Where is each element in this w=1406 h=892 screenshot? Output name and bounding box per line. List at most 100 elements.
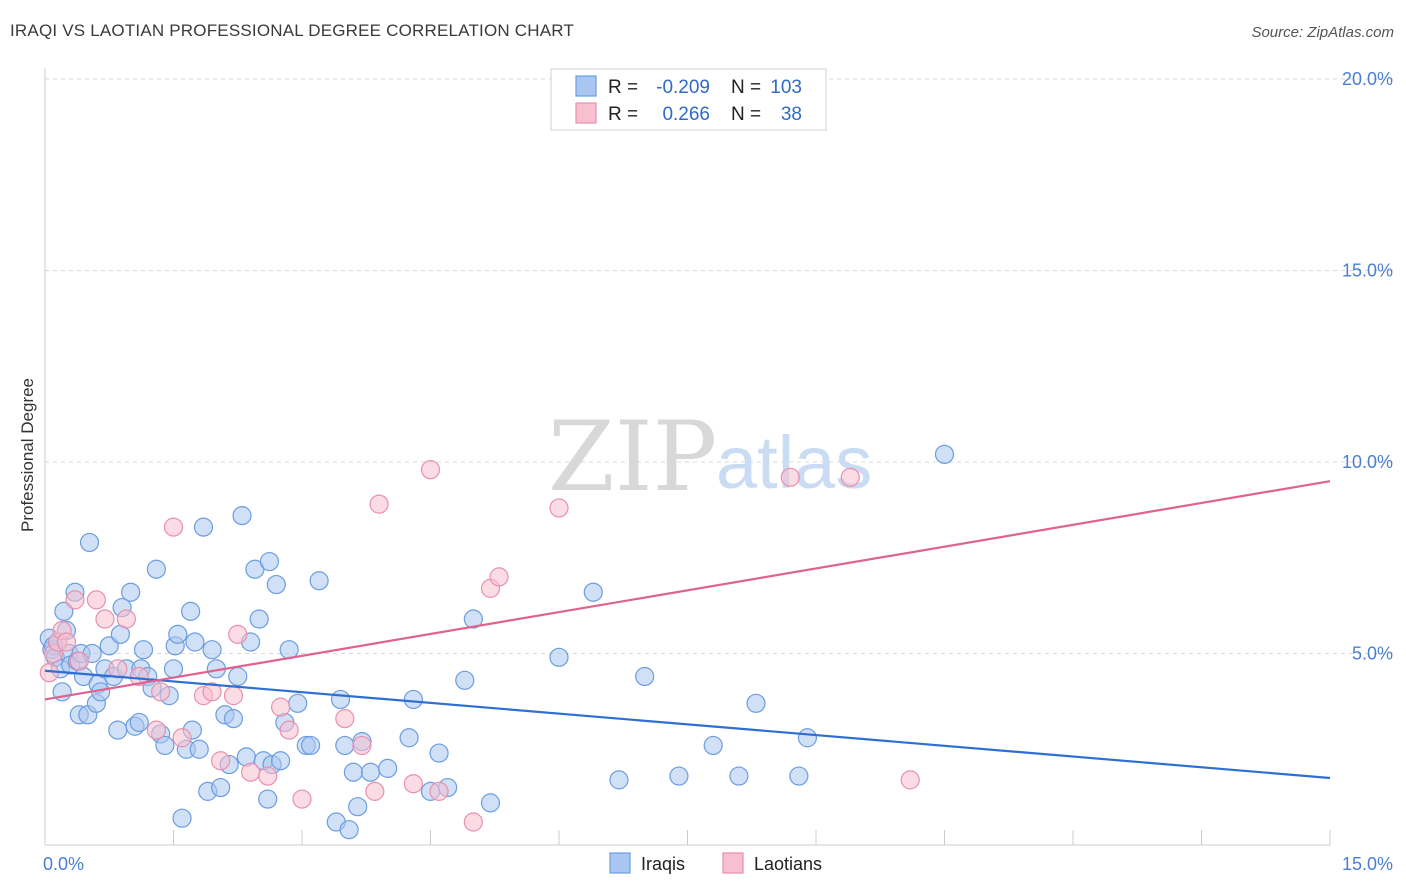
laotian-point-17 [202, 682, 222, 702]
laotian-point-31 [420, 460, 441, 480]
iraqi-point-99 [746, 693, 766, 713]
iraqi-point-74 [309, 571, 329, 591]
iraqi-point-94 [609, 770, 629, 790]
tick-labels: 5.0% 10.0% 15.0% 20.0% 0.0% 15.0% [43, 69, 1393, 874]
iraqi-point-89 [455, 670, 475, 690]
iraqi-point-85 [403, 689, 423, 710]
laotian-point-15 [172, 728, 192, 748]
laotian-point-22 [258, 766, 278, 786]
iraqi-point-97 [703, 735, 723, 756]
laotian-point-10 [116, 609, 136, 629]
iraqi-point-71 [288, 693, 308, 713]
iraqi-point-57 [228, 666, 248, 687]
series-label-iraqis: Iraqis [641, 854, 685, 874]
laotian-point-33 [463, 812, 483, 832]
iraqi-point-67 [266, 574, 286, 595]
iraqi-point-91 [480, 793, 501, 813]
laotian-point-4 [56, 632, 77, 652]
laotian-point-7 [86, 590, 107, 610]
laotian-point-28 [365, 781, 385, 801]
iraqi-point-38 [155, 735, 175, 756]
iraqi-point-68 [270, 751, 291, 771]
y-tick-label-2: 15.0% [1342, 261, 1393, 281]
laotian-point-38 [840, 467, 860, 487]
iraqi-point-47 [185, 632, 205, 652]
legend-swatch-laotians [575, 102, 597, 124]
iraqi-point-43 [172, 808, 192, 828]
iraqi-point-49 [193, 517, 214, 537]
laotian-point-8 [95, 609, 115, 629]
laotian-point-23 [270, 697, 291, 717]
iraqi-point-62 [249, 609, 269, 629]
iraqi-point-45 [181, 601, 201, 621]
iraqi-point-90 [463, 609, 483, 629]
iraqi-point-65 [259, 551, 280, 572]
iraqi-point-42 [168, 624, 188, 644]
laotian-point-26 [335, 709, 355, 729]
iraqi-point-84 [399, 728, 419, 748]
laotian-point-6 [69, 651, 89, 671]
iraqi-point-80 [348, 797, 368, 817]
legend-n-label-iraqis: N = [731, 77, 761, 98]
chart-title: IRAQI VS LAOTIAN PROFESSIONAL DEGREE COR… [10, 21, 575, 40]
iraqi-point-82 [360, 762, 381, 782]
watermark-zip: ZIP [548, 401, 717, 513]
laotian-point-29 [369, 494, 389, 514]
laotian-point-12 [146, 720, 166, 740]
iraqi-point-83 [378, 758, 398, 779]
correlation-legend: R = -0.209 N = 103 R = 0.266 N = 38 [550, 68, 827, 131]
iraqi-point-95 [635, 666, 655, 687]
laotian-point-30 [403, 774, 423, 794]
iraqi-point-101 [797, 728, 818, 748]
laotian-point-21 [241, 762, 261, 782]
y-tick-label-3: 20.0% [1342, 69, 1393, 89]
legend-n-value-iraqis: 103 [770, 77, 802, 98]
laotian-point-27 [352, 735, 372, 756]
legend-r-value-iraqis: -0.209 [656, 77, 710, 98]
laotian-point-9 [108, 659, 128, 679]
laotian-point-24 [279, 720, 299, 740]
watermark-atlas: atlas [716, 421, 872, 504]
laotian-point-32 [429, 781, 449, 801]
iraqi-point-64 [258, 789, 278, 809]
iraqis-points [39, 444, 955, 840]
iraqi-point-98 [729, 766, 749, 786]
iraqi-point-40 [163, 659, 184, 679]
iraqi-point-29 [121, 582, 141, 602]
legend-n-value-laotians: 38 [781, 104, 802, 125]
iraqi-point-93 [583, 582, 603, 602]
iraqi-point-33 [133, 640, 154, 660]
laotian-point-39 [900, 770, 920, 790]
iraqi-point-78 [339, 820, 359, 840]
legend-box [550, 68, 827, 131]
laotian-point-18 [211, 751, 231, 771]
watermark: ZIP atlas [548, 401, 872, 513]
axes [44, 68, 1331, 846]
laotian-point-5 [65, 590, 85, 610]
iraqi-point-87 [429, 743, 449, 763]
legend-swatch-iraqis [575, 75, 597, 97]
laotian-point-14 [163, 517, 184, 537]
laotian-point-25 [292, 789, 312, 809]
legend-r-label-iraqis: R = [608, 77, 638, 98]
source-credit: Source: ZipAtlas.com [1251, 24, 1394, 41]
iraqi-point-92 [549, 647, 569, 667]
laotian-point-13 [151, 682, 171, 702]
iraqi-point-48 [189, 739, 209, 759]
iraqi-point-53 [211, 777, 231, 798]
iraqi-point-25 [108, 720, 128, 740]
laotian-point-37 [780, 467, 800, 487]
laotian-trend-line [44, 480, 1331, 701]
iraqi-point-56 [223, 709, 244, 729]
trend-lines [44, 480, 1331, 780]
iraqi-trend-line [44, 669, 1331, 780]
legend-n-label-laotians: N = [731, 104, 761, 125]
iraqi-point-36 [146, 559, 166, 579]
iraqi-point-73 [300, 735, 321, 756]
laotians-points [39, 460, 920, 832]
legend-r-value-laotians: 0.266 [662, 104, 710, 125]
iraqi-point-100 [789, 766, 809, 786]
laotian-point-19 [223, 686, 244, 706]
y-tick-label-1: 10.0% [1342, 452, 1393, 472]
